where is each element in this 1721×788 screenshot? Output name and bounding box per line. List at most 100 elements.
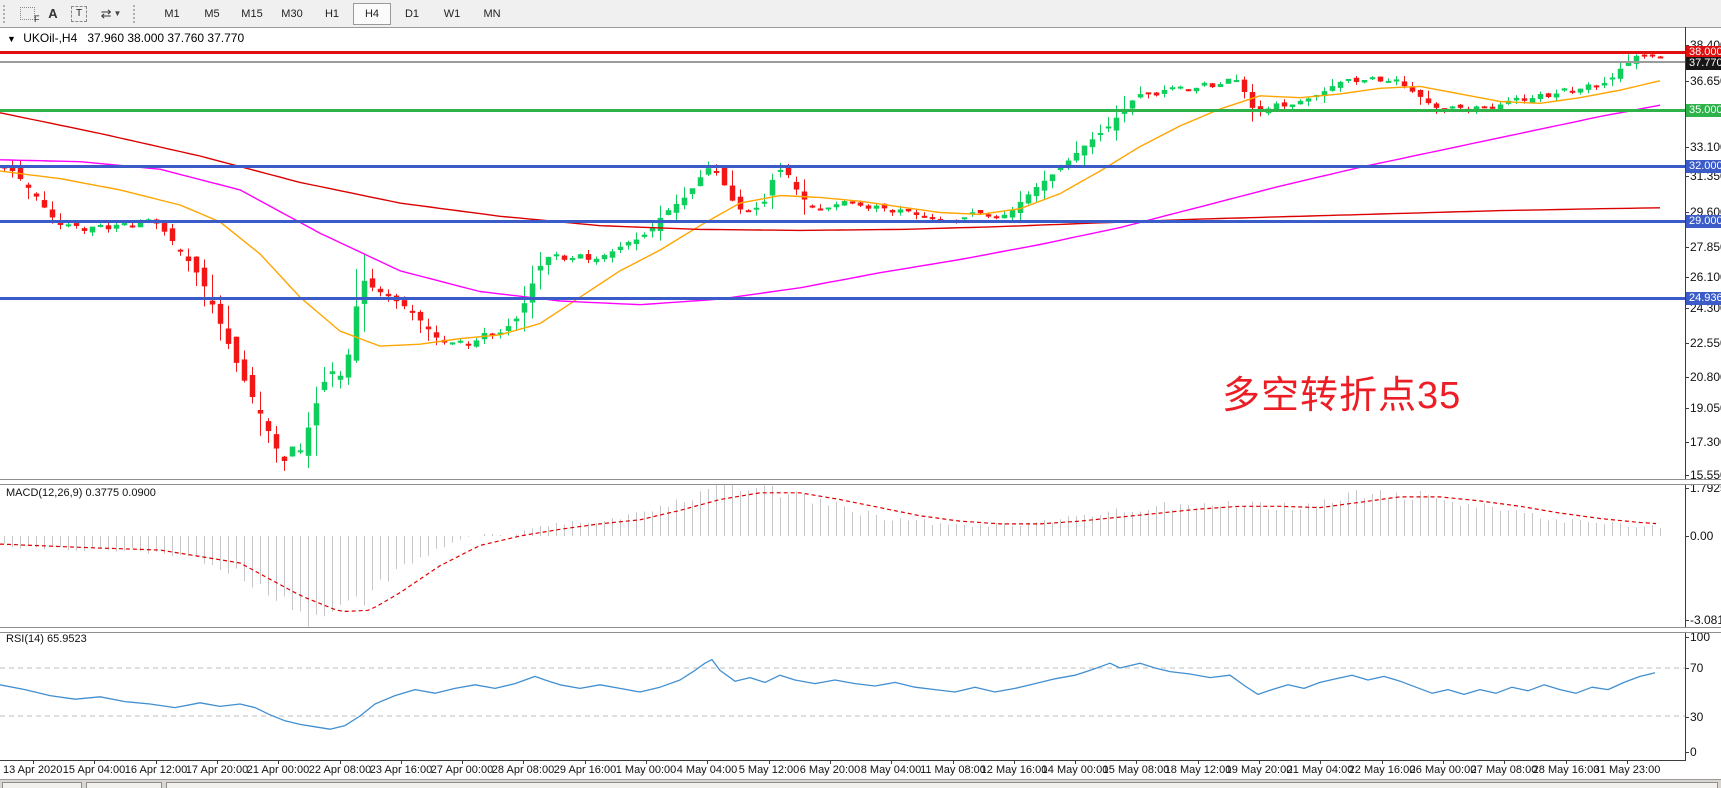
macd-tick [1685, 536, 1689, 537]
time-tick-label: 15 May 08:00 [1103, 764, 1170, 776]
time-tick-label: 15 Apr 04:00 [63, 764, 125, 776]
timeframe-h1-button[interactable]: H1 [313, 3, 351, 25]
timeframe-m1-button[interactable]: M1 [153, 3, 191, 25]
chart-annotation-text[interactable]: 多空转折点35 [1222, 364, 1461, 419]
price-tick [1685, 408, 1689, 409]
price-tick [1685, 147, 1689, 148]
time-tick-label: 12 May 16:00 [981, 764, 1048, 776]
dotted-box-f-icon: F [20, 7, 35, 20]
price-tick [1685, 442, 1689, 443]
price-tick [1685, 81, 1689, 82]
indicator-f-tool-button[interactable]: F [15, 3, 39, 25]
time-tick-label: 19 May 20:00 [1226, 764, 1293, 776]
price-tick [1685, 176, 1689, 177]
price-badge: 29.000 [1686, 215, 1721, 228]
chart-title: ▼ UKOil-,H4 37.960 38.000 37.760 37.770 [7, 31, 244, 45]
timeframe-mn-button[interactable]: MN [473, 3, 511, 25]
price-tick [1685, 308, 1689, 309]
time-tick-label: 13 Apr 2020 [3, 764, 62, 776]
time-tick-label: 28 Apr 08:00 [492, 764, 554, 776]
price-tick-label: 22.550 [1690, 336, 1721, 350]
time-tick-label: 21 May 04:00 [1287, 764, 1354, 776]
chevron-down-icon: ▼ [7, 34, 16, 44]
chart-tab-stub[interactable] [2, 782, 82, 788]
price-tick [1685, 247, 1689, 248]
time-tick-label: 22 Apr 08:00 [309, 764, 371, 776]
price-tick-label: 20.800 [1690, 370, 1721, 384]
time-tick-label: 17 Apr 20:00 [186, 764, 248, 776]
price-tick-label: 27.850 [1690, 240, 1721, 254]
price-badge: 32.000 [1686, 160, 1721, 173]
timeframe-m5-button[interactable]: M5 [193, 3, 231, 25]
macd-panel[interactable] [0, 483, 1686, 627]
time-tick-label: 26 May 00:00 [1410, 764, 1477, 776]
rsi-panel[interactable] [0, 631, 1686, 760]
price-axis-line [1685, 27, 1686, 760]
rsi-tick [1685, 637, 1689, 638]
text-tool-button[interactable]: A [41, 3, 65, 25]
timeframe-h4-button[interactable]: H4 [353, 3, 391, 25]
time-tick-label: 22 May 16:00 [1349, 764, 1416, 776]
timeframe-d1-button[interactable]: D1 [393, 3, 431, 25]
time-tick-label: 4 May 04:00 [677, 764, 738, 776]
text-label-tool-button[interactable]: T [67, 3, 91, 25]
price-tick [1685, 212, 1689, 213]
rsi-tick-label: 0 [1690, 745, 1697, 759]
timeframe-m30-button[interactable]: M30 [273, 3, 311, 25]
macd-tick-label: -3.0818 [1690, 613, 1721, 627]
dropdown-caret-icon: ▼ [113, 9, 121, 18]
timeframe-w1-button[interactable]: W1 [433, 3, 471, 25]
time-tick-label: 8 May 04:00 [861, 764, 922, 776]
price-tick-label: 26.100 [1690, 270, 1721, 284]
time-tick-label: 29 Apr 16:00 [554, 764, 616, 776]
time-tick-label: 21 Apr 00:00 [247, 764, 309, 776]
arrows-icon: ⇄ [101, 6, 112, 22]
time-tick-label: 23 Apr 16:00 [370, 764, 432, 776]
macd-tick-label: 0.00 [1690, 529, 1713, 543]
panel-separator-1[interactable] [0, 479, 1721, 485]
macd-tick [1685, 620, 1689, 621]
price-tick-label: 17.300 [1690, 435, 1721, 449]
rsi-tick-label: 30 [1690, 710, 1703, 724]
arrow-tools-button[interactable]: ⇄ ▼ [93, 3, 129, 25]
time-tick-label: 28 May 16:00 [1533, 764, 1600, 776]
time-tick-label: 14 May 00:00 [1042, 764, 1109, 776]
text-a-icon: A [48, 6, 57, 21]
time-tick-label: 6 May 20:00 [800, 764, 861, 776]
chart-tab-stub[interactable] [86, 782, 162, 788]
price-tick [1685, 343, 1689, 344]
timeframe-m15-button[interactable]: M15 [233, 3, 271, 25]
rsi-tick [1685, 752, 1689, 753]
time-tick-label: 31 May 23:00 [1594, 764, 1661, 776]
toolbar-grip-2 [133, 5, 139, 23]
rsi-label: RSI(14) 65.9523 [6, 633, 87, 645]
time-tick-label: 18 May 12:00 [1165, 764, 1232, 776]
price-badge: 35.000 [1686, 104, 1721, 117]
price-badge: 37.770 [1686, 57, 1721, 70]
price-tick-label: 36.650 [1690, 74, 1721, 88]
panel-separator-2[interactable] [0, 627, 1721, 633]
price-tick [1685, 475, 1689, 476]
time-tick-label: 16 Apr 12:00 [125, 764, 187, 776]
chart-tab-stub[interactable] [166, 782, 1718, 788]
price-tick [1685, 377, 1689, 378]
price-badge: 24.936 [1686, 292, 1721, 305]
rsi-tick-label: 70 [1690, 661, 1703, 675]
text-box-icon: T [71, 6, 87, 22]
time-tick-label: 27 Apr 00:00 [431, 764, 493, 776]
time-tick-label: 11 May 08:00 [920, 764, 986, 776]
rsi-tick [1685, 668, 1689, 669]
rsi-tick [1685, 717, 1689, 718]
ohlc-values: 37.960 38.000 37.760 37.770 [87, 31, 244, 45]
toolbar-grip [3, 5, 9, 23]
symbol-period-label: UKOil-,H4 [23, 31, 77, 45]
time-tick-label: 1 May 00:00 [616, 764, 677, 776]
time-tick-label: 5 May 12:00 [739, 764, 800, 776]
macd-label: MACD(12,26,9) 0.3775 0.0900 [6, 487, 156, 499]
macd-tick [1685, 488, 1689, 489]
price-tick-label: 19.050 [1690, 401, 1721, 415]
price-tick [1685, 277, 1689, 278]
